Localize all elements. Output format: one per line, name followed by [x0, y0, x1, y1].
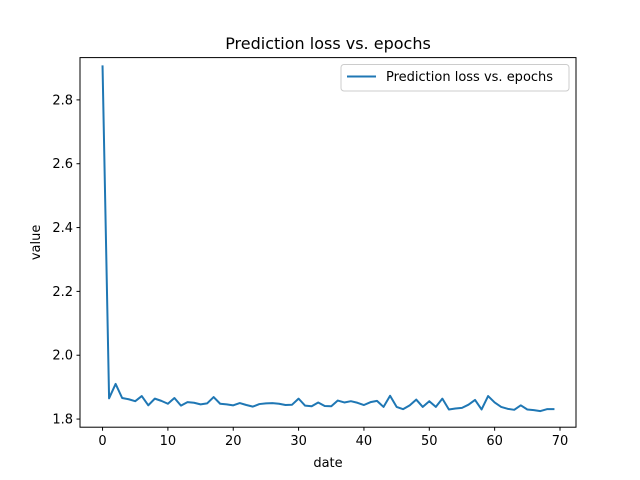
y-tick-label: 2.8 [52, 93, 73, 108]
legend-box [340, 64, 570, 92]
x-tick-label: 70 [552, 434, 569, 449]
y-axis: 1.8 2.0 2.2 2.4 2.6 2.8 [52, 93, 80, 428]
y-axis-label: value [29, 225, 44, 261]
x-axis: 0 10 20 30 40 50 60 70 [98, 427, 568, 449]
series-line-prediction-loss [101, 65, 555, 413]
series-layer [101, 65, 555, 413]
plot-frame [79, 57, 577, 428]
x-tick-label: 10 [160, 434, 177, 449]
y-tick-label: 2.0 [52, 349, 73, 364]
y-tick-label: 2.4 [52, 221, 73, 236]
x-tick-label: 50 [421, 434, 438, 449]
x-tick-label: 40 [356, 434, 373, 449]
legend-label-prediction-loss: Prediction loss vs. epochs [386, 70, 553, 85]
x-tick-label: 60 [486, 434, 503, 449]
y-tick-label: 2.2 [52, 285, 73, 300]
x-axis-label: date [313, 456, 342, 471]
legend: Prediction loss vs. epochs [340, 64, 570, 92]
x-tick-label: 0 [98, 434, 106, 449]
y-tick-label: 2.6 [52, 157, 73, 172]
chart-title: Prediction loss vs. epochs [225, 34, 431, 53]
x-tick-label: 30 [290, 434, 307, 449]
y-tick-label: 1.8 [52, 413, 73, 428]
x-tick-label: 20 [225, 434, 242, 449]
